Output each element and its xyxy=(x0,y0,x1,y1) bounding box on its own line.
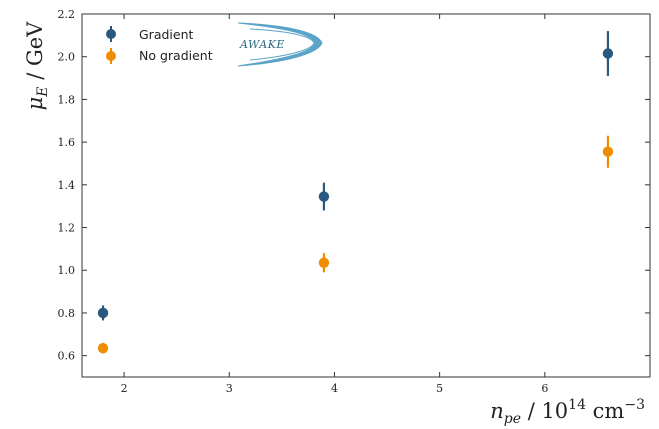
x-axis-label-exp: 14 xyxy=(568,397,586,413)
x-tick-label: 2 xyxy=(121,382,128,395)
x-tick-label: 6 xyxy=(541,382,548,395)
legend-label-gradient: Gradient xyxy=(139,27,194,42)
x-tick-label: 4 xyxy=(331,382,338,395)
y-tick-label: 2.2 xyxy=(58,8,76,21)
y-axis-label-unit: / GeV xyxy=(23,21,47,87)
y-tick-label: 1.2 xyxy=(58,222,76,235)
legend-marker-gradient xyxy=(106,29,116,39)
x-axis-label-sub: pe xyxy=(504,411,521,427)
legend-marker-no-gradient xyxy=(106,51,116,61)
legend-entry-gradient: Gradient xyxy=(106,26,194,42)
y-tick-label: 1.0 xyxy=(58,264,76,277)
data-point-gradient xyxy=(97,307,109,319)
logo-swoosh-inner xyxy=(249,28,315,61)
y-tick-label: 2.0 xyxy=(58,51,76,64)
ticks-layer: 2 3 4 5 6 0.6 0.8 1.0 1.2 1.4 1.6 1.8 2.0 2.2 xyxy=(58,8,650,395)
data-point-gradient xyxy=(602,48,614,59)
x-tick-label: 5 xyxy=(436,382,443,395)
y-tick-label: 1.8 xyxy=(58,93,76,106)
y-tick-label: 0.8 xyxy=(58,307,76,320)
x-tick-label: 3 xyxy=(226,382,233,395)
plot-frame xyxy=(81,13,651,378)
y-axis-label: μE / GeV xyxy=(23,21,51,111)
legend-label-no-gradient: No gradient xyxy=(139,48,213,63)
x-axis-label: npe / 1014 cm−3 xyxy=(490,397,645,427)
y-tick-label: 1.6 xyxy=(58,136,76,149)
data-point-no-gradient xyxy=(602,146,614,157)
series-layer xyxy=(97,31,614,354)
legend-entry-no-gradient: No gradient xyxy=(106,48,213,64)
y-tick-label: 1.4 xyxy=(58,179,76,192)
data-point-no-gradient xyxy=(318,257,330,268)
data-point-no-gradient xyxy=(97,342,109,354)
data-point-gradient xyxy=(318,191,330,202)
y-axis-label-sub: E xyxy=(35,86,51,97)
y-axis-label-var: μ xyxy=(23,97,47,111)
y-tick-label: 0.6 xyxy=(58,350,76,363)
x-axis-label-slash: / 10 xyxy=(521,399,568,423)
x-axis-label-unit-exp: −3 xyxy=(624,397,645,413)
x-axis-label-var: n xyxy=(490,399,504,423)
logo-swoosh xyxy=(237,22,323,67)
legend: Gradient No gradient xyxy=(106,26,213,64)
x-axis-label-unit: cm xyxy=(586,399,624,423)
awake-logo: AWAKE xyxy=(237,22,323,67)
logo-text: AWAKE xyxy=(239,38,285,51)
